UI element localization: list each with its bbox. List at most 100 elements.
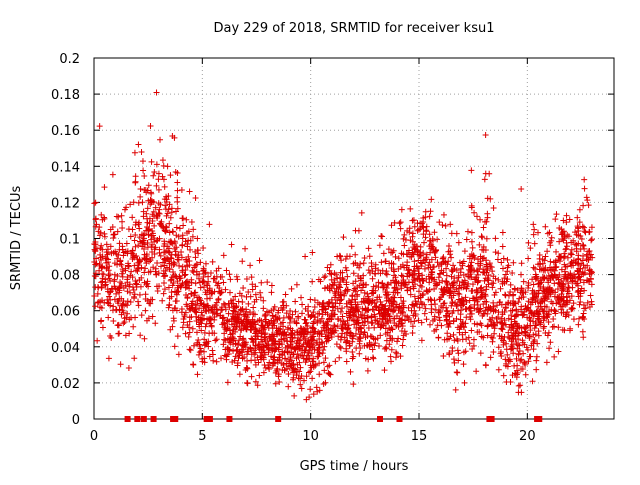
data-point (222, 286, 229, 293)
data-point (155, 170, 162, 177)
data-point (446, 335, 453, 342)
data-point (104, 246, 111, 253)
data-point (522, 330, 529, 337)
data-point (131, 291, 138, 298)
data-point (180, 319, 187, 326)
data-point (182, 330, 189, 337)
data-point (537, 321, 544, 328)
data-point (409, 323, 416, 330)
data-point (132, 173, 139, 180)
data-point (374, 321, 381, 328)
data-point (501, 333, 508, 340)
data-point (354, 262, 361, 269)
data-point (539, 298, 546, 305)
data-point (322, 355, 329, 362)
data-point (201, 355, 208, 362)
data-point (143, 256, 150, 263)
data-point (331, 279, 338, 286)
data-point (499, 278, 506, 285)
data-point (246, 309, 253, 316)
data-point (433, 326, 440, 333)
data-point (584, 251, 591, 258)
data-point (262, 312, 269, 319)
data-point (160, 162, 167, 169)
data-point (215, 295, 222, 302)
data-point (527, 245, 534, 252)
data-point (310, 318, 317, 325)
data-point (239, 307, 246, 314)
data-point (156, 246, 163, 253)
data-point (426, 231, 433, 238)
data-point (400, 336, 407, 343)
data-point (155, 176, 162, 183)
data-point (497, 299, 504, 306)
data-point (446, 351, 453, 358)
data-point (487, 263, 494, 270)
data-point (240, 335, 247, 342)
data-point (578, 285, 585, 292)
data-point (432, 301, 439, 308)
data-point (392, 274, 399, 281)
data-point (473, 306, 480, 313)
data-point (136, 225, 143, 232)
data-point (303, 396, 310, 403)
data-point (481, 176, 488, 183)
data-point (471, 305, 478, 312)
data-point (490, 299, 497, 306)
data-point (546, 345, 553, 352)
data-point (115, 330, 122, 337)
data-point (363, 342, 370, 349)
data-point (293, 281, 300, 288)
data-point (349, 333, 356, 340)
data-point (399, 308, 406, 315)
data-point (397, 294, 404, 301)
data-point (151, 169, 158, 176)
data-point (381, 345, 388, 352)
data-point (144, 205, 151, 212)
data-point (427, 208, 434, 215)
data-point (317, 278, 324, 285)
data-point (529, 378, 536, 385)
data-point (213, 299, 220, 306)
data-point (295, 340, 302, 347)
data-point (118, 311, 125, 318)
data-point (445, 310, 452, 317)
data-point (321, 274, 328, 281)
data-point (520, 350, 527, 357)
data-point (372, 313, 379, 320)
data-point (484, 265, 491, 272)
data-point (140, 213, 147, 220)
data-point (265, 362, 272, 369)
data-point (294, 361, 301, 368)
data-point (381, 367, 388, 374)
data-point (141, 269, 148, 276)
data-point (569, 305, 576, 312)
data-point (357, 335, 364, 342)
data-point (434, 259, 441, 266)
data-point (327, 371, 334, 378)
data-point (273, 325, 280, 332)
data-point (111, 271, 118, 278)
data-point (521, 308, 528, 315)
data-point (534, 340, 541, 347)
data-point (585, 202, 592, 209)
data-point (487, 195, 494, 202)
data-point (464, 228, 471, 235)
data-point (178, 306, 185, 313)
data-point (99, 324, 106, 331)
data-point (250, 310, 257, 317)
data-point (138, 264, 145, 271)
data-point (536, 280, 543, 287)
data-point (124, 298, 131, 305)
zero-marker (134, 416, 141, 422)
data-point (511, 285, 518, 292)
data-point (423, 256, 430, 263)
data-point (520, 311, 527, 318)
data-point (534, 297, 541, 304)
data-point (439, 222, 446, 229)
data-point (215, 296, 222, 303)
data-point (475, 277, 482, 284)
data-point (235, 298, 242, 305)
data-point (356, 282, 363, 289)
